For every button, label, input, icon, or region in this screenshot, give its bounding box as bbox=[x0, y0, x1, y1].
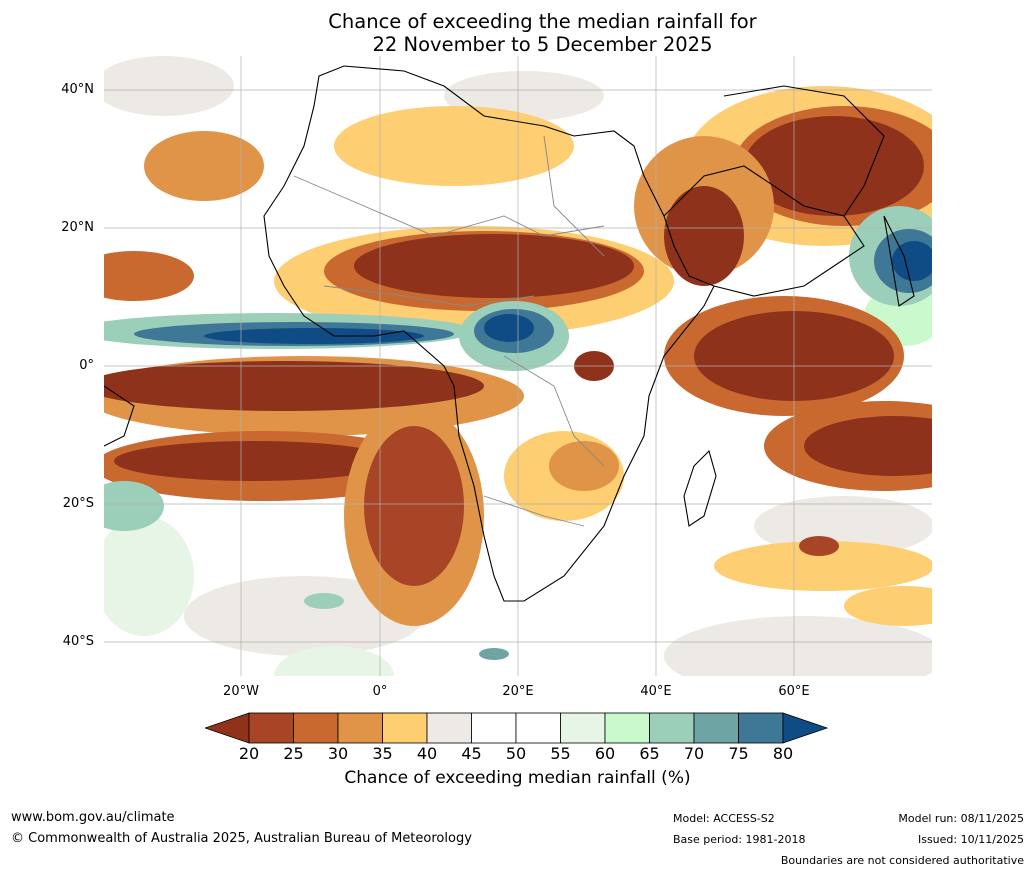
lon-label-20w: 20°W bbox=[223, 684, 259, 699]
colorbar-tick-label: 50 bbox=[505, 744, 527, 763]
lat-label-40n: 40°N bbox=[61, 82, 94, 97]
colorbar-tick-label: 65 bbox=[639, 744, 660, 763]
title-line-2: 22 November to 5 December 2025 bbox=[372, 33, 713, 56]
lat-label-40s: 40°S bbox=[62, 634, 94, 649]
colorbar-tick-label: 20 bbox=[238, 744, 260, 763]
copyright-text: © Commonwealth of Australia 2025, Austra… bbox=[11, 831, 472, 846]
colorbar-tick-label: 80 bbox=[772, 744, 794, 763]
map-canvas bbox=[104, 56, 932, 676]
colorbar-tick-label: 40 bbox=[416, 744, 438, 763]
model-name: Model: ACCESS-S2 bbox=[673, 812, 775, 825]
wet-anomaly-regions bbox=[104, 206, 932, 660]
lon-label-60e: 60°E bbox=[778, 684, 810, 699]
title-line-1: Chance of exceeding the median rainfall … bbox=[328, 10, 757, 33]
colorbar-tick-label: 70 bbox=[683, 744, 705, 763]
lon-label-40e: 40°E bbox=[640, 684, 672, 699]
colorbar-segment bbox=[337, 712, 383, 744]
colorbar-extend-low bbox=[205, 712, 250, 744]
coastlines bbox=[104, 65, 915, 602]
model-run-date: Model run: 08/11/2025 bbox=[898, 812, 1024, 825]
colorbar-segment bbox=[293, 712, 339, 744]
colorbar-segment bbox=[604, 712, 650, 744]
colorbar-segment bbox=[649, 712, 695, 744]
lat-label-0: 0° bbox=[79, 358, 94, 373]
website-link[interactable]: www.bom.gov.au/climate bbox=[11, 810, 175, 825]
colorbar-tick-label: 35 bbox=[372, 744, 393, 763]
colorbar-label: Chance of exceeding median rainfall (%) bbox=[344, 768, 691, 788]
colorbar-tick-label: 30 bbox=[327, 744, 349, 763]
colorbar-segment bbox=[471, 712, 517, 744]
colorbar-segment bbox=[693, 712, 739, 744]
graticule bbox=[104, 56, 932, 676]
colorbar-tick-label: 75 bbox=[728, 744, 749, 763]
country-borders bbox=[293, 135, 605, 527]
colorbar-segment bbox=[248, 712, 294, 744]
lon-label-0: 0° bbox=[372, 684, 388, 699]
chart-title: Chance of exceeding the median rainfall … bbox=[0, 10, 1035, 56]
lat-label-20n: 20°N bbox=[61, 220, 94, 235]
colorbar-tick-label: 55 bbox=[550, 744, 571, 763]
colorbar-extend-high bbox=[782, 712, 829, 744]
dry-anomaly-regions bbox=[104, 86, 932, 626]
colorbar-segment bbox=[560, 712, 606, 744]
boundaries-disclaimer: Boundaries are not considered authoritat… bbox=[780, 854, 1024, 867]
colorbar bbox=[205, 712, 829, 744]
colorbar-tick-label: 25 bbox=[283, 744, 304, 763]
colorbar-tick-label: 45 bbox=[461, 744, 482, 763]
rainfall-map bbox=[104, 56, 932, 676]
colorbar-segment bbox=[515, 712, 561, 744]
issued-date: Issued: 10/11/2025 bbox=[917, 833, 1024, 846]
colorbar-segment bbox=[382, 712, 428, 744]
colorbar-segment bbox=[738, 712, 784, 744]
lon-label-20e: 20°E bbox=[502, 684, 534, 699]
colorbar-tick-label: 60 bbox=[594, 744, 616, 763]
base-period: Base period: 1981-2018 bbox=[673, 833, 806, 846]
lat-label-20s: 20°S bbox=[62, 496, 94, 511]
colorbar-segment bbox=[426, 712, 472, 744]
